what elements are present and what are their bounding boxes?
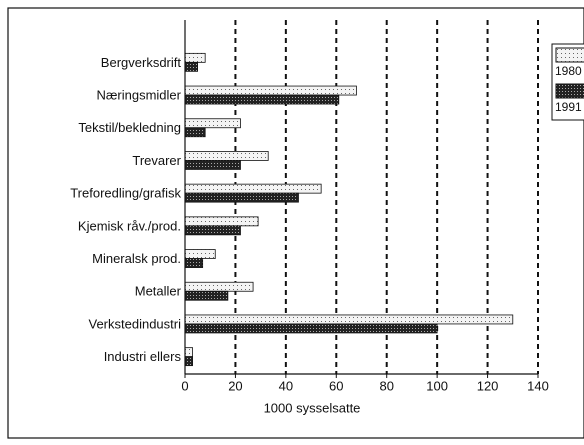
bar <box>184 216 259 227</box>
bar <box>184 85 357 96</box>
x-tick-label: 120 <box>477 378 499 393</box>
y-tick-label: Tekstil/bekledning <box>78 120 181 135</box>
frame <box>7 7 584 439</box>
legend-label: 1980 <box>555 64 582 78</box>
y-tick-label: Bergverksdrift <box>101 55 182 70</box>
x-tick-label: 100 <box>426 378 448 393</box>
y-tick-label: Mineralsk prod. <box>92 251 181 266</box>
x-tick-label: 40 <box>279 378 293 393</box>
x-tick-label: 80 <box>379 378 393 393</box>
y-tick-label: Treforedling/grafisk <box>70 186 181 201</box>
bar <box>184 249 216 259</box>
x-axis-label: 1000 sysselsatte <box>264 400 361 415</box>
bar <box>184 258 204 268</box>
bar <box>184 192 299 203</box>
bar <box>184 356 193 367</box>
y-tick-label: Næringsmidler <box>96 87 181 102</box>
bar <box>184 323 438 334</box>
bar <box>184 118 241 129</box>
y-tick-label: Trevarer <box>132 153 181 168</box>
bar <box>184 290 229 301</box>
bar <box>184 151 269 161</box>
x-tick-label: 0 <box>181 378 188 393</box>
bar <box>184 61 199 72</box>
bar <box>184 127 206 138</box>
bar <box>184 347 193 358</box>
bar <box>184 281 254 292</box>
bar <box>184 183 322 194</box>
bar <box>184 225 241 236</box>
bar <box>184 160 241 170</box>
legend-swatch <box>555 47 584 63</box>
bar <box>184 314 514 325</box>
x-tick-label: 20 <box>228 378 242 393</box>
legend-swatch <box>555 83 584 99</box>
x-tick-label: 140 <box>527 378 549 393</box>
bar <box>184 52 206 63</box>
bar <box>184 94 340 105</box>
legend-label: 1991 <box>555 100 582 114</box>
y-tick-label: Verkstedindustri <box>89 316 182 331</box>
y-tick-label: Metaller <box>135 284 182 299</box>
y-tick-label: Industri ellers <box>104 349 182 364</box>
y-tick-label: Kjemisk råv./prod. <box>78 218 181 233</box>
x-tick-label: 60 <box>329 378 343 393</box>
